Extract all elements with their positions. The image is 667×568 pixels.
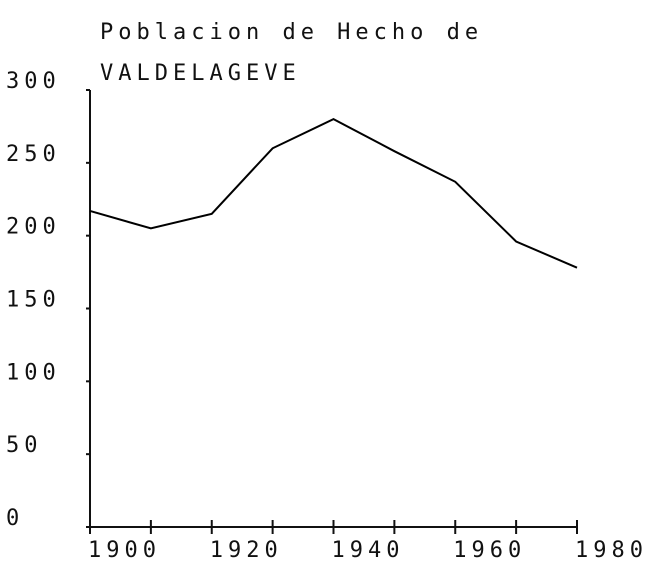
y-tick-label: 200 bbox=[6, 215, 61, 240]
y-tick-label: 50 bbox=[6, 433, 43, 458]
data-line bbox=[89, 118, 578, 269]
y-tick-label: 100 bbox=[6, 360, 61, 385]
chart-title: Poblacion de Hecho de bbox=[100, 20, 483, 45]
y-tick-label: 300 bbox=[6, 69, 61, 94]
x-tick-label: 1980 bbox=[575, 538, 648, 563]
y-tick-label: 250 bbox=[6, 142, 61, 167]
x-tick-label: 1920 bbox=[210, 538, 283, 563]
y-tick-label: 0 bbox=[6, 506, 24, 531]
y-tick-label: 150 bbox=[6, 288, 61, 313]
x-tick-label: 1960 bbox=[453, 538, 526, 563]
chart-title: VALDELAGEVE bbox=[100, 61, 301, 86]
x-tick-label: 1940 bbox=[332, 538, 405, 563]
x-tick-label: 1900 bbox=[88, 538, 161, 563]
